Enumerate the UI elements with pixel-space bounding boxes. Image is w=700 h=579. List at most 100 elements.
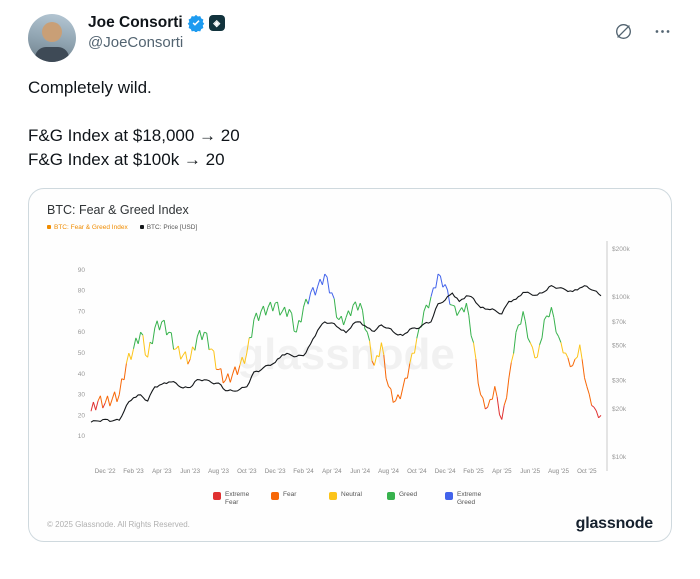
fear-greed-series-segment [92, 401, 97, 411]
x-axis-label: Jun '23 [180, 468, 200, 475]
fear-greed-series-segment [97, 395, 101, 402]
fear-greed-series-segment [435, 273, 439, 289]
fear-greed-series-segment [595, 410, 600, 418]
fear-greed-series-segment [487, 399, 491, 408]
x-axis-label: Feb '24 [293, 468, 314, 475]
fear-greed-series-segment [558, 336, 562, 343]
fear-greed-series-segment [227, 373, 231, 383]
fear-greed-series-segment [199, 330, 203, 341]
fear-greed-series-segment [499, 414, 503, 420]
chart-footer: © 2025 Glassnode. All Rights Reserved. g… [41, 515, 659, 535]
chart-series-legend: BTC: Fear & Greed Index BTC: Price [USD] [41, 219, 659, 233]
fear-greed-series-segment [128, 352, 132, 360]
fear-greed-series-segment [484, 406, 489, 410]
fear-greed-series-segment [279, 311, 283, 316]
fear-greed-series-segment [423, 304, 427, 312]
fear-greed-series-segment [156, 320, 160, 331]
fear-greed-series-segment [111, 391, 116, 399]
fear-greed-series-segment [222, 379, 226, 384]
fear-greed-series-segment [130, 348, 134, 360]
fear-greed-series-segment [208, 348, 212, 351]
fear-greed-series-segment [90, 401, 94, 412]
fear-greed-series-segment [506, 377, 510, 398]
fear-greed-series-segment [586, 386, 590, 395]
fear-greed-series-segment [345, 310, 349, 318]
fear-greed-series-segment [281, 306, 286, 312]
fear-greed-series-segment [570, 365, 573, 368]
x-axis-label: Aug '24 [378, 468, 399, 475]
fear-greed-series-segment [572, 359, 576, 366]
chart-card[interactable]: BTC: Fear & Greed Index BTC: Fear & Gree… [28, 188, 672, 542]
fear-greed-series-segment [465, 303, 470, 316]
fear-greed-series-segment [163, 320, 168, 336]
fear-greed-series-segment [515, 324, 519, 333]
fear-greed-series-segment [109, 398, 113, 407]
fear-greed-series-segment [206, 333, 210, 350]
tweet-line-2: F&G Index at $18,000 → 20 [28, 126, 240, 145]
fear-greed-series-segment [307, 292, 312, 305]
fear-greed-series-segment [187, 358, 191, 365]
fear-greed-series-segment [354, 301, 359, 311]
band-legend-item: Neutral [329, 491, 371, 500]
fear-greed-series-segment [114, 391, 118, 403]
band-label: Extreme Greed [457, 491, 482, 507]
price-axis-label: $10k [612, 454, 627, 461]
x-axis-label: Feb '23 [123, 468, 144, 475]
fear-greed-series-segment [388, 385, 392, 390]
fear-greed-series-segment [350, 305, 354, 317]
btc-price-series [90, 284, 602, 423]
fear-greed-series-segment [118, 378, 123, 395]
y-axis-label: 60 [78, 329, 86, 336]
x-axis-label: Aug '25 [548, 468, 569, 475]
fear-greed-series-segment [416, 327, 420, 339]
fear-greed-series-segment [317, 278, 321, 287]
band-swatch [271, 492, 279, 500]
fear-greed-series-segment [444, 284, 448, 291]
fear-greed-series-segment [251, 319, 255, 338]
tweet-line-3: F&G Index at $100k → 20 [28, 150, 225, 169]
fear-greed-series-segment [470, 335, 474, 343]
more-icon[interactable] [653, 22, 672, 41]
x-axis-label: Apr '25 [492, 468, 512, 475]
avatar[interactable] [28, 14, 76, 62]
fear-greed-series-segment [147, 342, 151, 358]
fear-greed-series-segment [503, 397, 508, 406]
fear-greed-series-segment [272, 302, 276, 312]
fear-greed-series-segment [437, 273, 441, 277]
y-axis-label: 80 [78, 288, 86, 295]
fear-greed-series-segment [414, 338, 418, 354]
fear-greed-series-segment [95, 400, 99, 411]
band-label: Neutral [341, 491, 362, 498]
fear-greed-series-segment [364, 328, 368, 333]
fear-greed-series-segment [463, 302, 467, 313]
paragraph-gap [28, 100, 672, 124]
x-axis-label: Oct '25 [577, 468, 597, 475]
price-axis-label: $30k [612, 378, 627, 385]
fear-greed-series-segment [232, 366, 236, 374]
fear-greed-series-segment [359, 302, 363, 311]
fear-greed-series-segment [480, 394, 484, 399]
x-axis-label: Aug '23 [208, 468, 229, 475]
grok-icon[interactable] [614, 22, 633, 41]
y-axis-label: 90 [78, 267, 86, 274]
copyright-text: © 2025 Glassnode. All Rights Reserved. [47, 519, 190, 529]
y-axis-label: 20 [78, 412, 86, 419]
fear-greed-series-segment [340, 315, 345, 326]
x-axis-label: Jun '25 [520, 468, 540, 475]
fear-greed-series-segment [458, 307, 463, 312]
fear-greed-series-segment [591, 404, 595, 408]
fear-greed-series-segment [475, 358, 479, 384]
author-name[interactable]: Joe Consorti [88, 14, 183, 31]
glassnode-logo: glassnode [575, 515, 654, 532]
fear-greed-series-segment [269, 301, 274, 312]
fear-greed-series-segment [357, 302, 361, 311]
fear-greed-series-segment [244, 352, 248, 364]
fear-greed-series-segment [524, 321, 529, 339]
author-handle[interactable]: @JoeConsorti [88, 34, 184, 51]
fear-greed-series-segment [326, 277, 330, 294]
fear-greed-series-segment [104, 395, 108, 404]
fear-greed-series-segment [284, 306, 288, 317]
y-axis-label: 40 [78, 371, 86, 378]
fear-greed-series-segment [241, 356, 245, 364]
fear-greed-series-segment [508, 362, 512, 379]
